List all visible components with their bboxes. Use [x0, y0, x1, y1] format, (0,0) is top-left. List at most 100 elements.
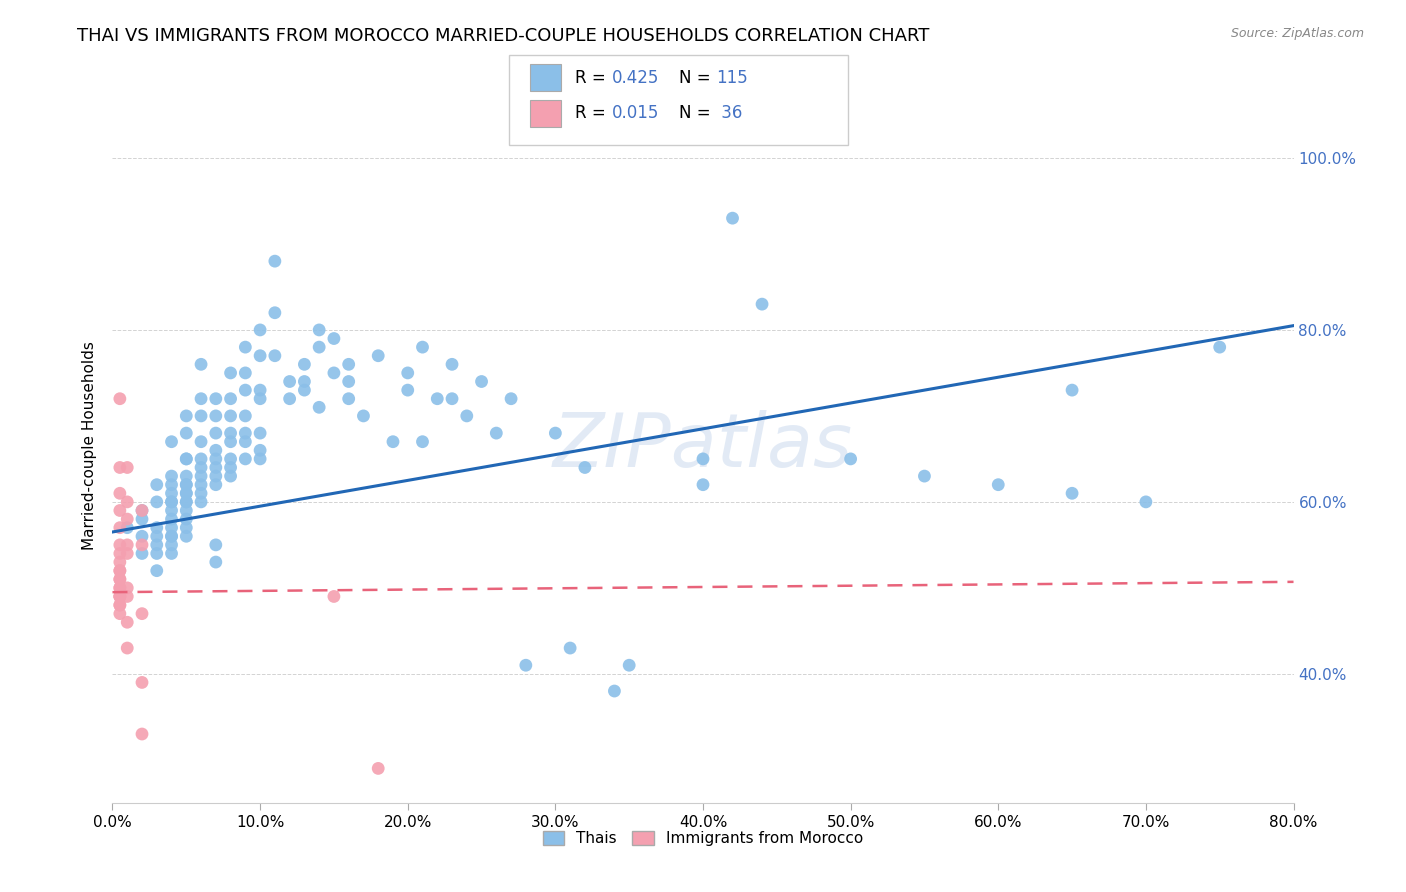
Point: [190, 434, 212, 449]
Point: [292, 357, 315, 371]
Point: [323, 332, 346, 346]
Point: [117, 615, 138, 630]
Point: [721, 211, 744, 226]
Point: [308, 323, 330, 337]
Point: [190, 495, 212, 509]
Point: [108, 572, 131, 586]
Point: [1062, 383, 1084, 397]
Text: N =: N =: [679, 69, 716, 87]
Point: [131, 503, 153, 517]
Point: [117, 512, 138, 526]
Point: [174, 529, 197, 543]
Point: [174, 486, 197, 500]
Point: [249, 383, 271, 397]
Point: [108, 590, 131, 604]
Point: [160, 434, 183, 449]
Point: [205, 409, 228, 423]
Point: [1135, 495, 1157, 509]
Point: [264, 254, 287, 268]
Point: [117, 538, 138, 552]
Point: [219, 451, 242, 466]
Point: [233, 340, 256, 354]
Point: [131, 503, 153, 517]
Point: [411, 434, 433, 449]
Point: [174, 451, 197, 466]
Point: [219, 426, 242, 441]
Point: [219, 434, 242, 449]
Point: [108, 564, 131, 578]
Point: [117, 521, 138, 535]
Point: [146, 495, 169, 509]
Point: [117, 495, 138, 509]
Point: [174, 495, 197, 509]
Point: [308, 401, 330, 415]
Point: [264, 349, 287, 363]
Point: [219, 392, 242, 406]
Point: [174, 469, 197, 483]
Point: [205, 555, 228, 569]
Point: [603, 684, 626, 698]
Point: [131, 727, 153, 741]
Point: [205, 469, 228, 483]
Point: [190, 409, 212, 423]
Point: [249, 323, 271, 337]
Point: [337, 375, 360, 389]
Point: [190, 451, 212, 466]
Text: 36: 36: [716, 104, 742, 122]
Point: [108, 590, 131, 604]
Point: [108, 607, 131, 621]
Text: R =: R =: [575, 104, 612, 122]
Text: N =: N =: [679, 104, 716, 122]
Point: [249, 349, 271, 363]
Point: [470, 375, 494, 389]
Point: [574, 460, 596, 475]
Point: [108, 581, 131, 595]
Point: [160, 477, 183, 491]
Point: [190, 460, 212, 475]
Point: [190, 469, 212, 483]
Point: [264, 306, 287, 320]
Point: [160, 538, 183, 552]
Text: THAI VS IMMIGRANTS FROM MOROCCO MARRIED-COUPLE HOUSEHOLDS CORRELATION CHART: THAI VS IMMIGRANTS FROM MOROCCO MARRIED-…: [77, 27, 929, 45]
Point: [219, 469, 242, 483]
Point: [411, 340, 433, 354]
Point: [174, 477, 197, 491]
Point: [441, 357, 464, 371]
Point: [108, 503, 131, 517]
Point: [174, 409, 197, 423]
Point: [367, 761, 389, 775]
Point: [233, 451, 256, 466]
Point: [501, 392, 523, 406]
Point: [396, 383, 419, 397]
Point: [337, 357, 360, 371]
Point: [174, 512, 197, 526]
Point: [131, 529, 153, 543]
Point: [108, 581, 131, 595]
Point: [146, 538, 169, 552]
Point: [249, 443, 271, 458]
Point: [131, 512, 153, 526]
Point: [249, 392, 271, 406]
Point: [456, 409, 478, 423]
Point: [292, 383, 315, 397]
Point: [131, 607, 153, 621]
Point: [108, 590, 131, 604]
Point: [205, 426, 228, 441]
Point: [382, 434, 405, 449]
Point: [146, 546, 169, 560]
Point: [619, 658, 641, 673]
Point: [205, 477, 228, 491]
Point: [205, 538, 228, 552]
Point: [160, 529, 183, 543]
Point: [233, 434, 256, 449]
Point: [233, 409, 256, 423]
Point: [233, 383, 256, 397]
Point: [233, 426, 256, 441]
Point: [174, 451, 197, 466]
Point: [1208, 340, 1232, 354]
Point: [367, 349, 389, 363]
Point: [219, 460, 242, 475]
Point: [108, 521, 131, 535]
Point: [174, 503, 197, 517]
Text: 0.015: 0.015: [612, 104, 659, 122]
